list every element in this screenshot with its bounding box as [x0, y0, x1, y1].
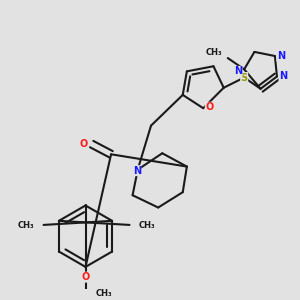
Text: O: O: [205, 102, 214, 112]
Text: N: N: [279, 71, 287, 82]
Text: CH₃: CH₃: [96, 289, 112, 298]
Text: N: N: [133, 166, 141, 176]
Text: S: S: [241, 73, 248, 82]
Text: CH₃: CH₃: [206, 48, 223, 57]
Text: CH₃: CH₃: [139, 221, 155, 230]
Text: CH₃: CH₃: [18, 221, 34, 230]
Text: O: O: [81, 272, 90, 282]
Text: N: N: [277, 51, 285, 61]
Text: O: O: [79, 139, 88, 149]
Text: N: N: [234, 66, 242, 76]
